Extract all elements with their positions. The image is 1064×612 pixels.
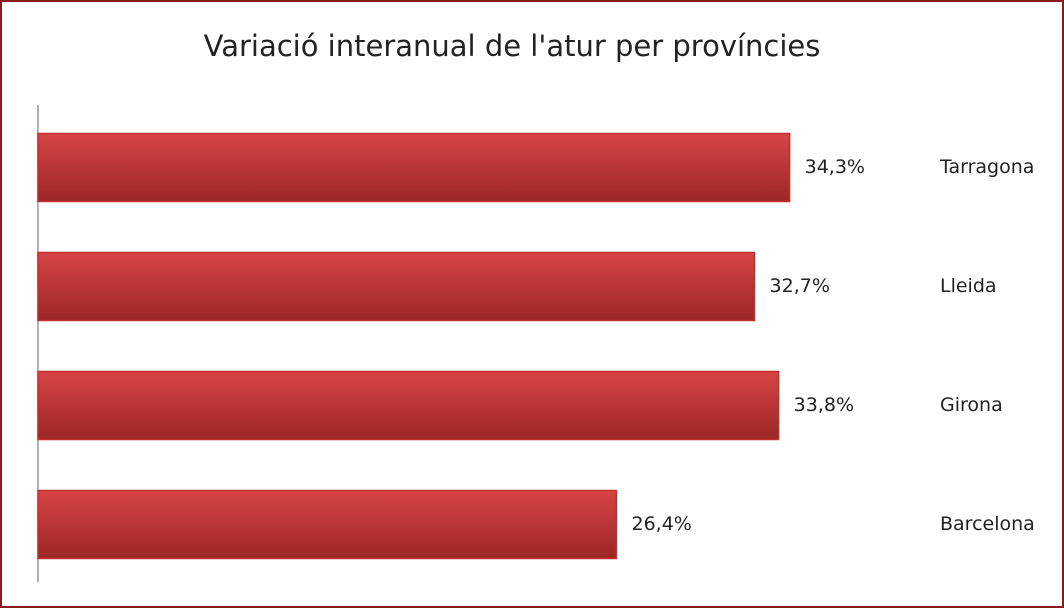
category-label: Lleida: [940, 275, 997, 297]
category-label: Girona: [940, 394, 1003, 416]
bar: [37, 251, 756, 322]
value-label: 33,8%: [794, 394, 854, 416]
value-label: 32,7%: [770, 275, 830, 297]
bar: [37, 132, 791, 203]
value-label: 34,3%: [805, 156, 865, 178]
value-label: 26,4%: [632, 513, 692, 535]
category-label: Barcelona: [940, 513, 1035, 535]
chart-title: Variació interanual de l'atur per provín…: [204, 29, 821, 63]
bar: [37, 370, 780, 441]
category-label: Tarragona: [939, 156, 1034, 178]
bar: [37, 489, 618, 560]
